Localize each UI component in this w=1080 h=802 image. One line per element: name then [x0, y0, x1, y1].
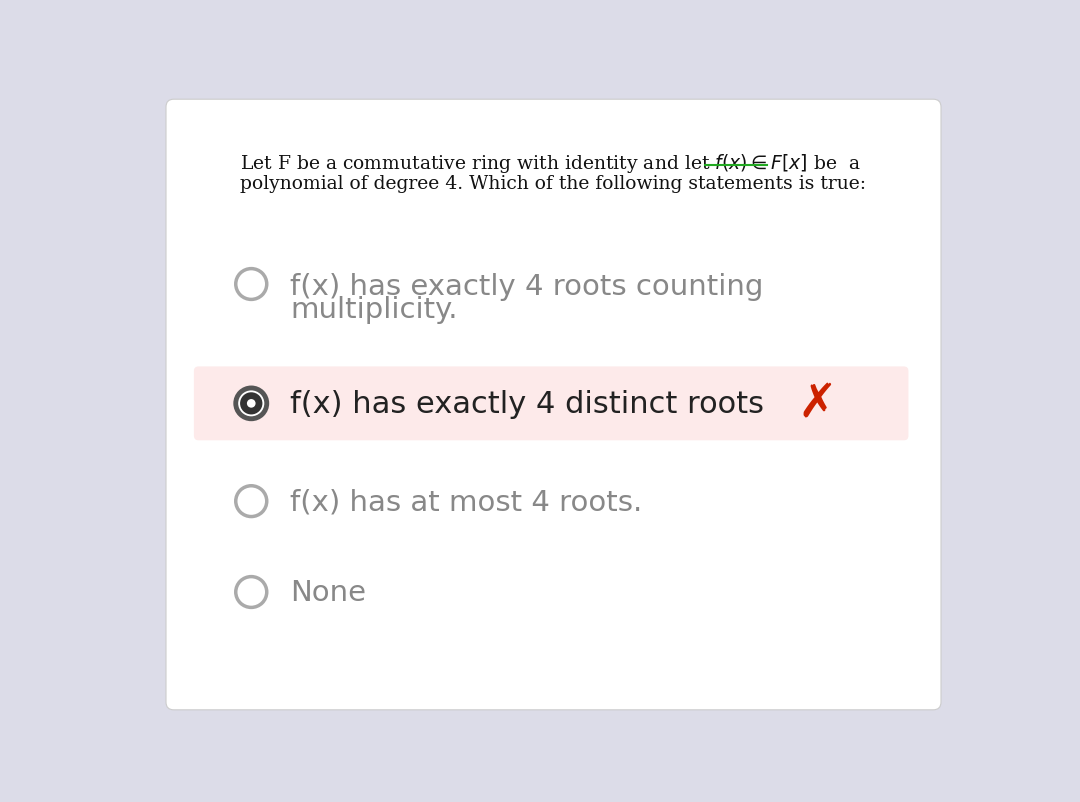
Text: multiplicity.: multiplicity. — [291, 295, 458, 323]
Text: ✗: ✗ — [798, 382, 837, 427]
Text: Let F be a commutative ring with identity and let $f(x) \in F[x]$ be  a: Let F be a commutative ring with identit… — [240, 152, 861, 175]
Circle shape — [235, 577, 267, 608]
Text: f(x) has at most 4 roots.: f(x) has at most 4 roots. — [291, 488, 643, 516]
Text: None: None — [291, 578, 366, 606]
Circle shape — [235, 486, 267, 517]
Circle shape — [240, 393, 262, 415]
Circle shape — [235, 269, 267, 300]
Text: polynomial of degree 4. Which of the following statements is true:: polynomial of degree 4. Which of the fol… — [240, 175, 866, 192]
Text: f(x) has exactly 4 roots counting: f(x) has exactly 4 roots counting — [291, 273, 764, 300]
Text: f(x) has exactly 4 distinct roots: f(x) has exactly 4 distinct roots — [291, 390, 764, 419]
FancyBboxPatch shape — [194, 367, 908, 441]
FancyBboxPatch shape — [166, 100, 941, 710]
Circle shape — [235, 388, 267, 419]
Circle shape — [247, 399, 256, 408]
